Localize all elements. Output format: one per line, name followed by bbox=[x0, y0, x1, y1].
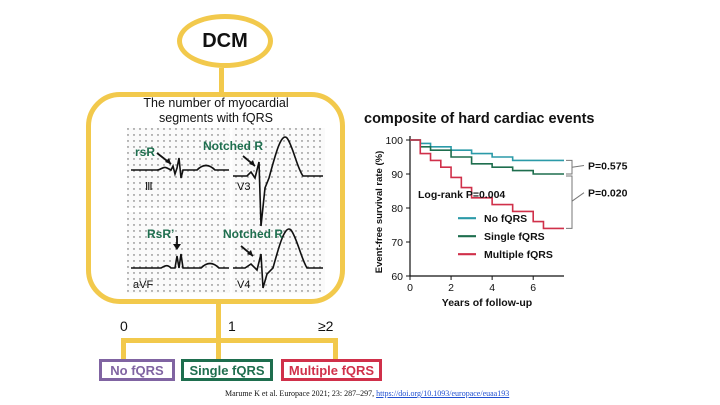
x-tick-label: 4 bbox=[489, 282, 495, 294]
y-tick-label: 100 bbox=[385, 135, 403, 147]
branch-count-0: 0 bbox=[120, 318, 128, 334]
panel-title-line1: The number of myocardial bbox=[143, 96, 289, 110]
lead-label-v3: V3 bbox=[237, 181, 250, 193]
branch-count-2plus: ≥2 bbox=[318, 318, 334, 334]
y-tick-label: 80 bbox=[391, 203, 403, 215]
km-curve-0 bbox=[410, 139, 564, 162]
x-tick-label: 2 bbox=[448, 282, 454, 294]
y-tick-label: 70 bbox=[391, 237, 403, 249]
km-curve-2 bbox=[410, 139, 564, 230]
box-single-fqrs-label: Single fQRS bbox=[189, 362, 265, 378]
ecg-tracings: rsR Notched R RsR’ Notched R Ⅲ V3 aVF V4 bbox=[127, 128, 325, 293]
connector-horizontal bbox=[121, 338, 338, 343]
box-single-fqrs: Single fQRS bbox=[181, 359, 273, 381]
dcm-label: DCM bbox=[202, 29, 248, 52]
label-rsr: rsR bbox=[135, 145, 155, 159]
connector-dcm-panel bbox=[219, 68, 224, 93]
legend-label-2: Multiple fQRS bbox=[484, 249, 553, 261]
ecg-trace-v3 bbox=[233, 136, 323, 227]
citation-text: Marume K et al. Europace 2021; 23: 287–2… bbox=[225, 389, 377, 398]
x-axis-label: Years of follow-up bbox=[442, 297, 532, 308]
bracket-p2 bbox=[566, 175, 573, 229]
pvalue-2: P=0.020 bbox=[588, 188, 628, 200]
pvalue-1: P=0.575 bbox=[588, 161, 628, 173]
citation: Marume K et al. Europace 2021; 23: 287–2… bbox=[225, 389, 509, 398]
km-curve-1 bbox=[410, 139, 564, 175]
connector-panel-branch bbox=[216, 304, 221, 340]
ecg-trace-iii bbox=[131, 157, 229, 179]
chart-title: composite of hard cardiac events bbox=[364, 111, 595, 127]
label-notched-r-bottom: Notched R bbox=[223, 227, 283, 241]
panel-title: The number of myocardial segments with f… bbox=[96, 96, 336, 126]
logrank-annotation: Log-rank P=0.004 bbox=[418, 189, 505, 201]
x-tick-label: 0 bbox=[407, 282, 413, 294]
x-tick-label: 6 bbox=[530, 282, 536, 294]
box-multiple-fqrs-label: Multiple fQRS bbox=[288, 362, 375, 378]
label-notched-r-top: Notched R bbox=[203, 139, 263, 153]
legend-label-1: Single fQRS bbox=[484, 231, 545, 243]
branch-count-1: 1 bbox=[228, 318, 236, 334]
bracket-p1 bbox=[566, 159, 573, 175]
label-rsr-prime: RsR’ bbox=[147, 227, 174, 241]
fqrs-panel bbox=[86, 92, 345, 304]
leader-p1 bbox=[571, 165, 585, 168]
lead-label-avf: aVF bbox=[133, 279, 153, 291]
connector-multiple bbox=[333, 338, 338, 360]
y-tick-label: 90 bbox=[391, 169, 403, 181]
lead-label-iii: Ⅲ bbox=[145, 181, 153, 193]
connector-no bbox=[121, 338, 126, 360]
leader-p2 bbox=[571, 192, 585, 202]
legend-label-0: No fQRS bbox=[484, 213, 527, 225]
box-multiple-fqrs: Multiple fQRS bbox=[281, 359, 382, 381]
ecg-trace-avf bbox=[131, 253, 229, 269]
lead-label-v4: V4 bbox=[237, 279, 250, 291]
box-no-fqrs-label: No fQRS bbox=[110, 362, 164, 378]
panel-title-line2: segments with fQRS bbox=[159, 111, 273, 125]
box-no-fqrs: No fQRS bbox=[99, 359, 175, 381]
ecg-trace-v4 bbox=[233, 228, 323, 289]
km-chart: 60 70 80 90 100 0 2 4 6 Years of follow-up Event-f… bbox=[374, 135, 628, 308]
y-axis-label: Event-free survival rate (%) bbox=[374, 151, 385, 274]
dcm-node: DCM bbox=[177, 14, 273, 68]
citation-link[interactable]: https://doi.org/10.1093/europace/euaa193 bbox=[376, 389, 510, 398]
connector-single bbox=[216, 338, 221, 360]
y-tick-label: 60 bbox=[391, 271, 403, 283]
